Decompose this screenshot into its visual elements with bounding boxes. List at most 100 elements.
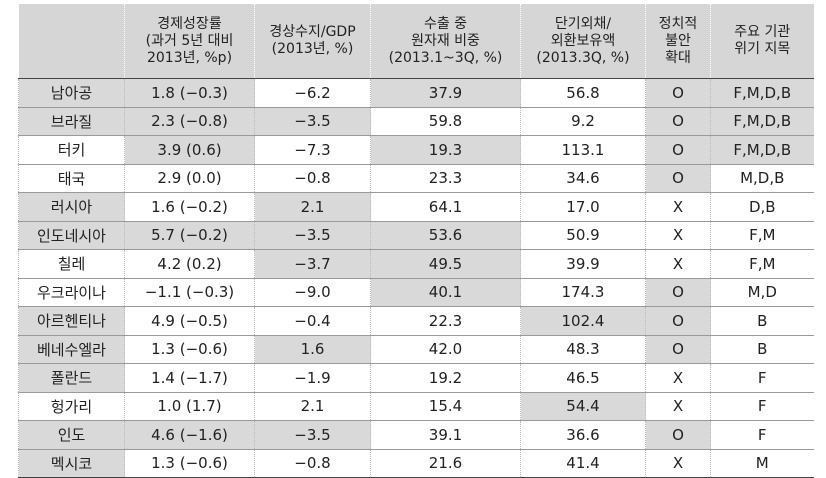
country-cell: 터키: [18, 135, 125, 165]
data-cell: 53.6: [370, 221, 521, 250]
data-cell: 42.0: [370, 335, 521, 364]
data-cell: 1.0 (1.7): [124, 392, 255, 421]
country-cell: 칠레: [18, 249, 125, 279]
header-cell: 경제성장률 (과거 5년 대비 2013년, %p): [124, 4, 255, 79]
country-cell: 헝가리: [18, 392, 125, 421]
table-row: 칠레 4.2 (0.2) −3.7 49.5 39.9 X F,M: [18, 249, 814, 279]
data-cell: O: [645, 164, 711, 193]
table-row: 러시아 1.6 (−0.2) 2.1 64.1 17.0 X D,B: [18, 192, 814, 222]
country-cell: 인도: [18, 420, 125, 450]
data-cell: F,M,D,B: [710, 78, 814, 108]
header-cell: 단기외채/ 외환보유액 (2013.3Q, %): [520, 4, 646, 79]
data-cell: X: [645, 449, 711, 478]
data-cell: 19.2: [370, 363, 521, 393]
data-cell: O: [645, 135, 711, 165]
header-cell: 수출 중 원자재 비중 (2013.1~3Q, %): [370, 4, 521, 79]
data-cell: −0.8: [254, 449, 371, 478]
table-row: 태국 2.9 (0.0) −0.8 23.3 34.6 O M,D,B: [18, 164, 814, 193]
data-cell: 48.3: [520, 335, 646, 364]
data-cell: O: [645, 306, 711, 336]
data-cell: O: [645, 278, 711, 307]
data-cell: −6.2: [254, 78, 371, 108]
data-cell: 46.5: [520, 363, 646, 393]
data-cell: 4.6 (−1.6): [124, 420, 255, 450]
data-cell: 22.3: [370, 306, 521, 336]
data-cell: 2.9 (0.0): [124, 164, 255, 193]
country-cell: 우크라이나: [18, 278, 125, 307]
data-cell: 4.9 (−0.5): [124, 306, 255, 336]
data-cell: 34.6: [520, 164, 646, 193]
data-cell: −1.1 (−0.3): [124, 278, 255, 307]
data-cell: 102.4: [520, 306, 646, 336]
data-cell: O: [645, 335, 711, 364]
data-cell: 1.6: [254, 335, 371, 364]
data-cell: −3.5: [254, 221, 371, 250]
table-row: 폴란드 1.4 (−1.7) −1.9 19.2 46.5 X F: [18, 363, 814, 393]
data-cell: 59.8: [370, 107, 521, 136]
table-row: 아르헨티나 4.9 (−0.5) −0.4 22.3 102.4 O B: [18, 306, 814, 336]
data-cell: 2.3 (−0.8): [124, 107, 255, 136]
data-cell: 19.3: [370, 135, 521, 165]
data-cell: 21.6: [370, 449, 521, 478]
data-cell: 5.7 (−0.2): [124, 221, 255, 250]
data-cell: 23.3: [370, 164, 521, 193]
data-cell: −7.3: [254, 135, 371, 165]
data-cell: 39.9: [520, 249, 646, 279]
data-cell: 56.8: [520, 78, 646, 108]
data-cell: M: [710, 449, 814, 478]
table-row: 터키 3.9 (0.6) −7.3 19.3 113.1 O F,M,D,B: [18, 135, 814, 165]
data-cell: D,B: [710, 192, 814, 222]
table-row: 헝가리 1.0 (1.7) 2.1 15.4 54.4 X F: [18, 392, 814, 421]
table-row: 베네수엘라 1.3 (−0.6) 1.6 42.0 48.3 O B: [18, 335, 814, 364]
data-cell: 49.5: [370, 249, 521, 279]
data-cell: O: [645, 420, 711, 450]
data-cell: X: [645, 363, 711, 393]
data-cell: −0.8: [254, 164, 371, 193]
country-cell: 아르헨티나: [18, 306, 125, 336]
data-cell: 4.2 (0.2): [124, 249, 255, 279]
data-cell: 40.1: [370, 278, 521, 307]
data-cell: −0.4: [254, 306, 371, 336]
header-cell: 주요 기관 위기 지목: [710, 4, 814, 79]
data-cell: X: [645, 249, 711, 279]
header-cell: 정치적 불안 확대: [645, 4, 711, 79]
data-cell: −9.0: [254, 278, 371, 307]
data-cell: −3.5: [254, 107, 371, 136]
data-cell: 39.1: [370, 420, 521, 450]
country-cell: 멕시코: [18, 449, 125, 478]
data-cell: M,D,B: [710, 164, 814, 193]
data-cell: F: [710, 363, 814, 393]
data-cell: F,M,D,B: [710, 135, 814, 165]
data-cell: 64.1: [370, 192, 521, 222]
data-cell: −3.7: [254, 249, 371, 279]
country-cell: 태국: [18, 164, 125, 193]
table-row: 브라질 2.3 (−0.8) −3.5 59.8 9.2 O F,M,D,B: [18, 107, 814, 136]
data-cell: F,M,D,B: [710, 107, 814, 136]
data-cell: B: [710, 335, 814, 364]
data-cell: X: [645, 392, 711, 421]
data-cell: 1.3 (−0.6): [124, 335, 255, 364]
data-cell: O: [645, 78, 711, 108]
table-row: 인도네시아 5.7 (−0.2) −3.5 53.6 50.9 X F,M: [18, 221, 814, 250]
data-cell: X: [645, 192, 711, 222]
table-row: 남아공 1.8 (−0.3) −6.2 37.9 56.8 O F,M,D,B: [18, 78, 814, 108]
country-cell: 브라질: [18, 107, 125, 136]
data-cell: 17.0: [520, 192, 646, 222]
data-cell: F: [710, 392, 814, 421]
data-cell: M,D: [710, 278, 814, 307]
table-row: 우크라이나 −1.1 (−0.3) −9.0 40.1 174.3 O M,D: [18, 278, 814, 307]
data-cell: 50.9: [520, 221, 646, 250]
data-cell: O: [645, 107, 711, 136]
country-cell: 러시아: [18, 192, 125, 222]
data-cell: 2.1: [254, 392, 371, 421]
country-cell: 남아공: [18, 78, 125, 108]
header-cell: 경상수지/GDP (2013년, %): [254, 4, 371, 79]
header-row: 경제성장률 (과거 5년 대비 2013년, %p) 경상수지/GDP (2013…: [18, 4, 814, 79]
data-cell: 174.3: [520, 278, 646, 307]
data-cell: 3.9 (0.6): [124, 135, 255, 165]
data-cell: F,M: [710, 249, 814, 279]
data-cell: −1.9: [254, 363, 371, 393]
data-table: 경제성장률 (과거 5년 대비 2013년, %p) 경상수지/GDP (2013…: [18, 4, 814, 478]
data-cell: F,M: [710, 221, 814, 250]
data-cell: X: [645, 221, 711, 250]
